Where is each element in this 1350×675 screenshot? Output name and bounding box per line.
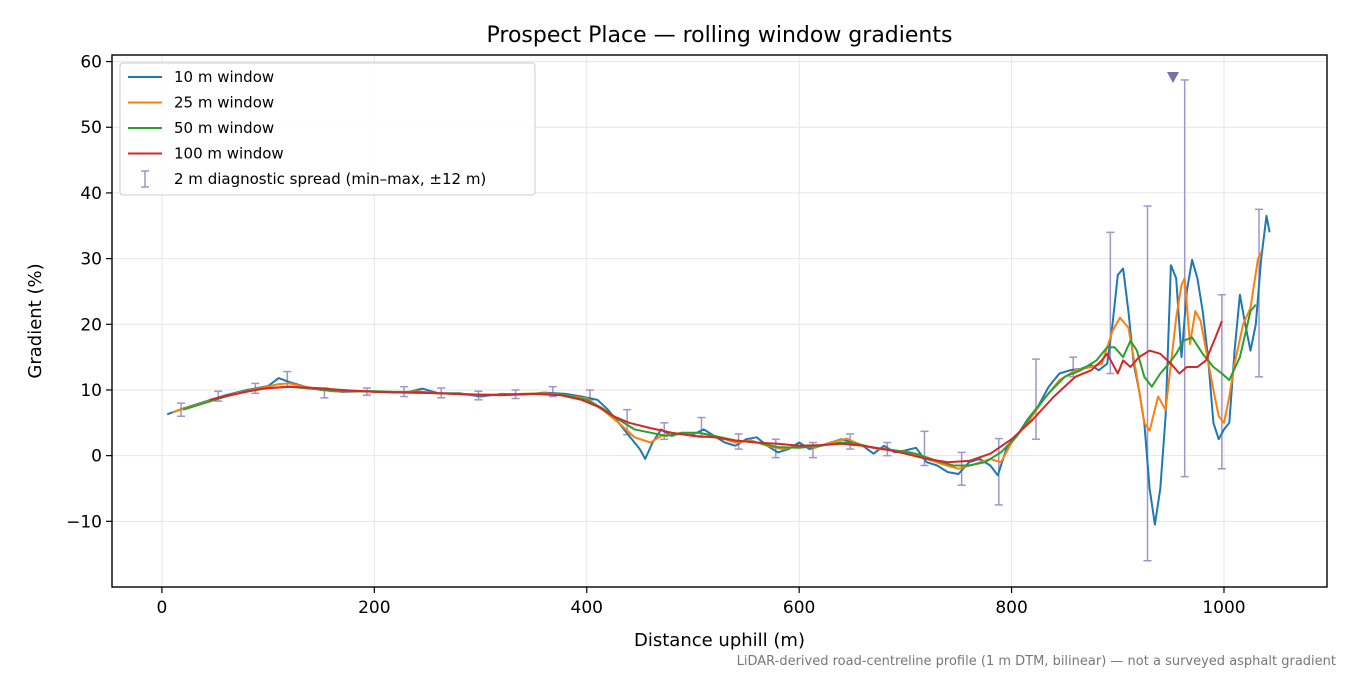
legend-label: 100 m window bbox=[174, 145, 284, 163]
y-axis-label: Gradient (%) bbox=[25, 263, 46, 378]
x-tick-label: 200 bbox=[358, 598, 390, 618]
diagnostic-spread-bar bbox=[1217, 293, 1226, 470]
legend-box bbox=[119, 62, 536, 196]
plot-area bbox=[166, 71, 1271, 562]
diagnostic-spread-bar bbox=[1031, 358, 1040, 440]
diagnostic-spread-bar bbox=[1106, 231, 1115, 375]
x-tick-label: 400 bbox=[571, 598, 603, 618]
legend-label: 50 m window bbox=[174, 119, 274, 137]
y-tick-label: −10 bbox=[66, 512, 102, 532]
x-tick-label: 0 bbox=[157, 598, 168, 618]
axis-ticks: 0 200 400 600 800 1000 −10 0 10 20 30 40 50 60 bbox=[66, 53, 1246, 618]
y-tick-label: 50 bbox=[80, 118, 102, 138]
y-tick-label: 0 bbox=[91, 447, 102, 467]
diagnostic-spread-bar bbox=[1143, 205, 1152, 562]
y-tick-label: 20 bbox=[80, 315, 102, 335]
y-tick-label: 10 bbox=[80, 381, 102, 401]
x-axis-label: Distance uphill (m) bbox=[634, 630, 805, 651]
y-tick-label: 30 bbox=[80, 250, 102, 270]
legend-label: 25 m window bbox=[174, 94, 274, 112]
x-tick-label: 1000 bbox=[1202, 598, 1245, 618]
series-line bbox=[166, 214, 1271, 526]
y-tick-label: 40 bbox=[80, 184, 102, 204]
x-tick-label: 800 bbox=[995, 598, 1027, 618]
outlier-marker bbox=[1167, 71, 1180, 83]
plot-frame bbox=[111, 54, 1328, 588]
footnote: LiDAR-derived road-centreline profile (1… bbox=[737, 654, 1336, 669]
y-tick-label: 60 bbox=[80, 53, 102, 73]
legend-label: 10 m window bbox=[174, 68, 274, 86]
legend-label: 2 m diagnostic spread (min–max, ±12 m) bbox=[174, 170, 486, 188]
x-tick-label: 600 bbox=[783, 598, 815, 618]
series-line bbox=[209, 320, 1223, 464]
series-line bbox=[182, 303, 1257, 467]
legend: 10 m window 25 m window 50 m window 100 m w… bbox=[119, 62, 536, 196]
chart-title: Prospect Place — rolling window gradient… bbox=[487, 23, 953, 48]
